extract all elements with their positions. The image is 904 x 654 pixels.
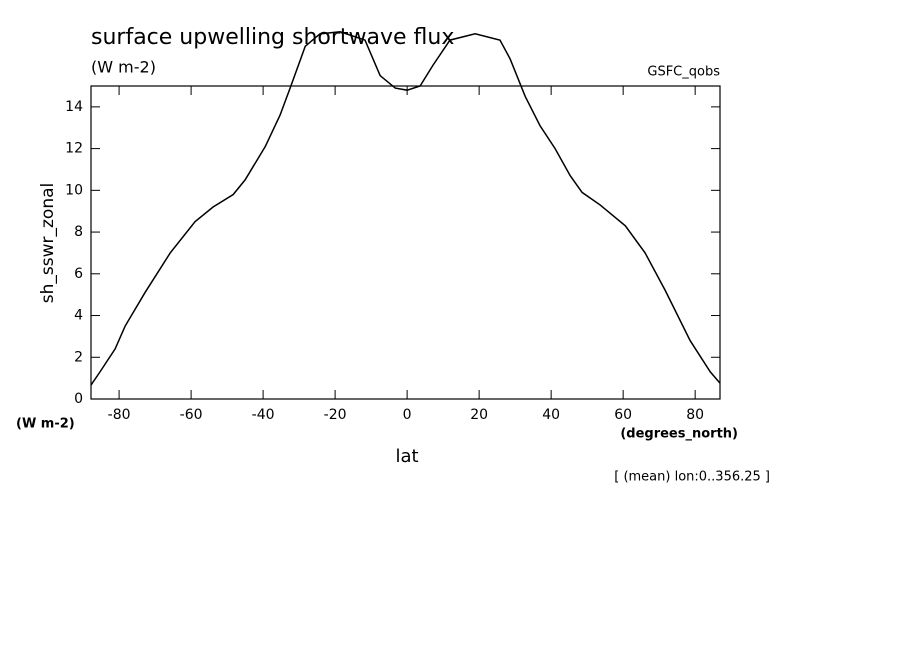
x-tick-label: -20 bbox=[324, 407, 347, 423]
x-tick-label: 80 bbox=[686, 407, 704, 423]
plot-frame bbox=[90, 85, 721, 400]
y-units: (W m-2) bbox=[16, 417, 75, 432]
footnote: [ (mean) lon:0..356.25 ] bbox=[614, 470, 770, 485]
y-tick-label: 4 bbox=[74, 308, 83, 324]
y-tick-label: 10 bbox=[65, 182, 83, 198]
x-tick-label: -40 bbox=[252, 407, 275, 423]
x-tick-label: 60 bbox=[614, 407, 632, 423]
x-units: (degrees_north) bbox=[620, 427, 738, 442]
data-line bbox=[90, 30, 721, 386]
chart-title: surface upwelling shortwave flux bbox=[91, 25, 454, 50]
y-tick-label: 6 bbox=[74, 266, 83, 282]
y-tick-label: 2 bbox=[74, 349, 83, 365]
y-axis-title: sh_sswr_zonal bbox=[38, 183, 58, 303]
x-tick-label: -60 bbox=[180, 407, 203, 423]
y-tick-label: 0 bbox=[74, 391, 83, 407]
x-tick-label: 40 bbox=[542, 407, 560, 423]
x-tick-label: 20 bbox=[470, 407, 488, 423]
dataset-label: GSFC_qobs bbox=[647, 65, 720, 80]
y-tick-label: 12 bbox=[65, 141, 83, 157]
units-label: (W m-2) bbox=[91, 58, 156, 77]
x-tick-label: -80 bbox=[108, 407, 131, 423]
x-axis-title: lat bbox=[395, 446, 418, 467]
x-tick-label: 0 bbox=[403, 407, 412, 423]
y-tick-label: 14 bbox=[65, 99, 83, 115]
y-tick-label: 8 bbox=[74, 224, 83, 240]
